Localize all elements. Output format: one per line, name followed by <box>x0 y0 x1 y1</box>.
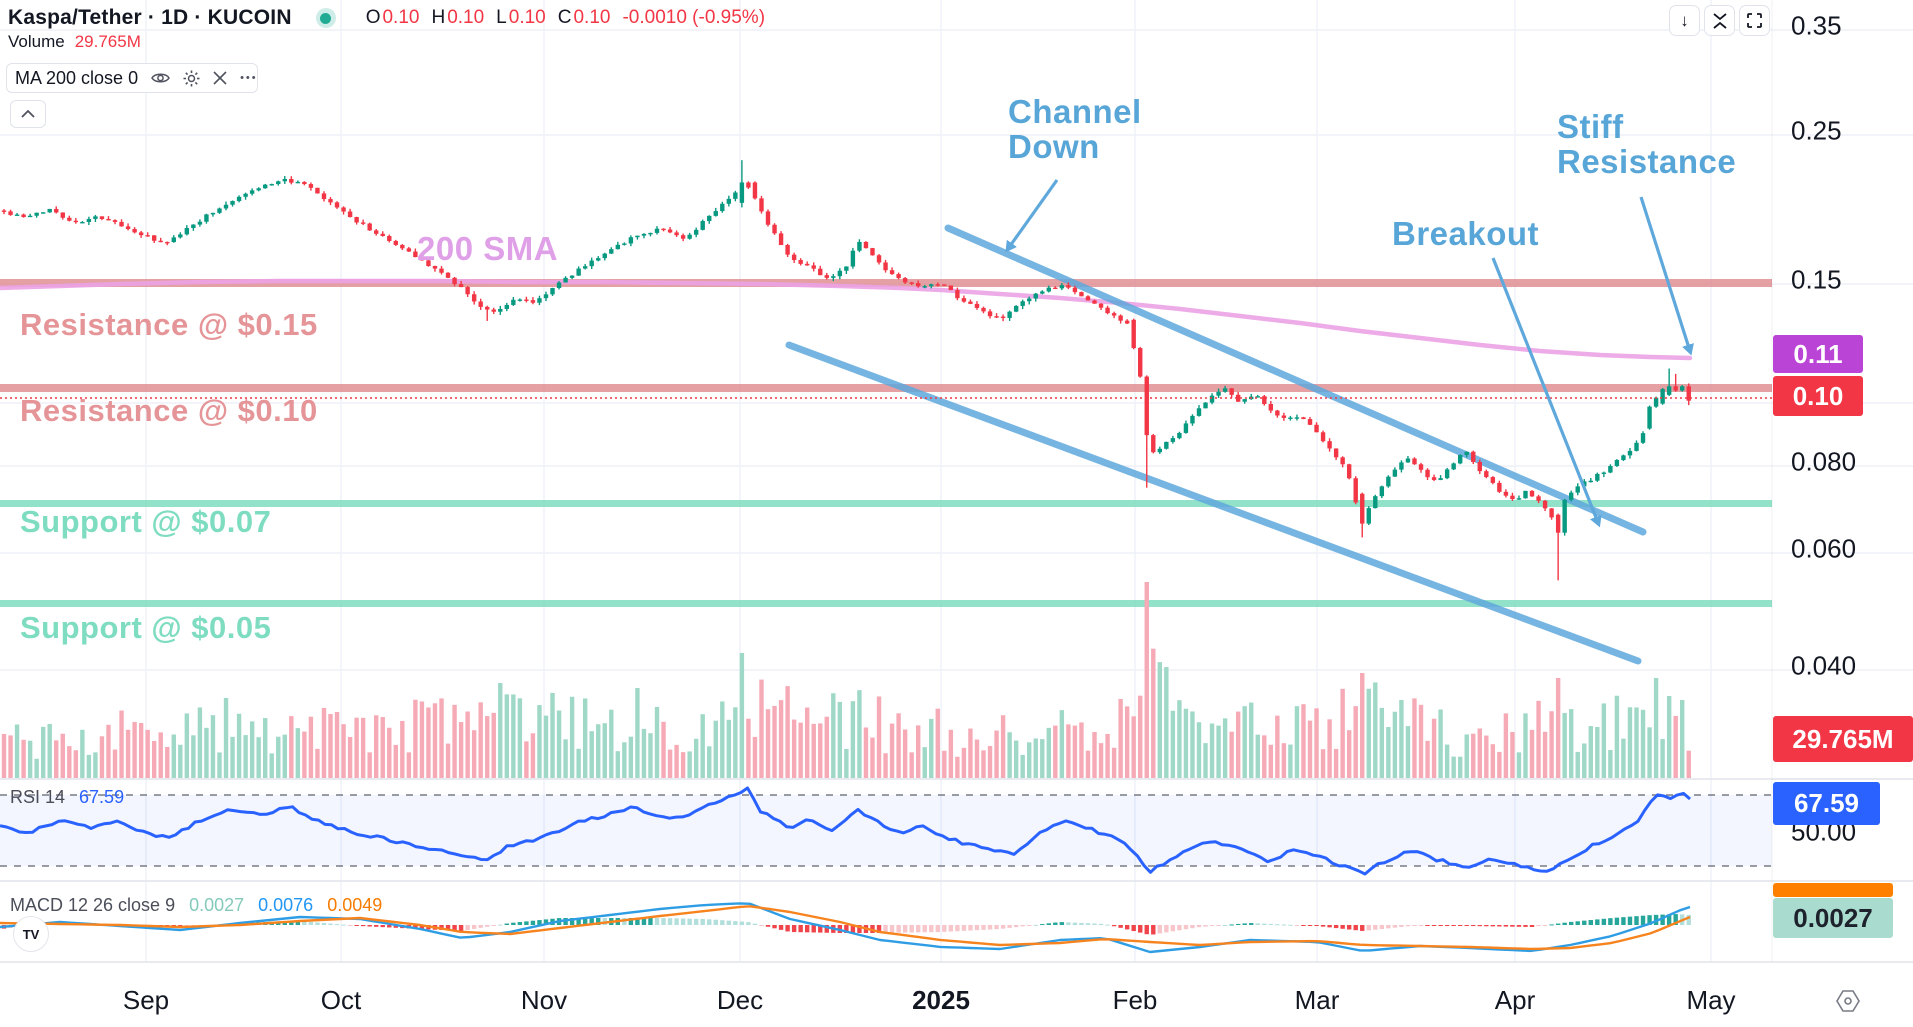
macd-hist-value: 0.0027 <box>189 895 245 915</box>
scroll-to-recent-button[interactable]: ↓ <box>1669 5 1700 36</box>
sma-200-label[interactable]: 200 SMA <box>417 230 559 267</box>
stiff-resistance-annotation[interactable]: Stiff Resistance <box>1557 108 1737 180</box>
rsi-value: 67.59 <box>79 787 125 807</box>
volume-row: Volume 29.765M <box>8 32 141 51</box>
symbol-title[interactable]: Kaspa/Tether · 1D · KUCOIN <box>8 6 292 29</box>
price-axis-label[interactable]: 0.35 <box>1791 10 1842 41</box>
collapse-legend-button[interactable] <box>10 100 46 128</box>
macd-legend[interactable]: MACD 12 26 close 9 0.0027 0.0076 0.0049 <box>10 895 382 916</box>
tradingview-logo[interactable]: TV <box>13 916 49 952</box>
time-axis-label[interactable]: Apr <box>1494 985 1536 1015</box>
maximize-pane-button[interactable] <box>1739 5 1770 36</box>
time-axis-label[interactable]: Dec <box>716 985 764 1015</box>
price-axis-label[interactable]: 0.080 <box>1791 446 1857 477</box>
time-axis-label[interactable]: Sep <box>122 985 170 1015</box>
time-axis-label[interactable]: Nov <box>520 985 568 1015</box>
gear-icon[interactable] <box>183 70 200 87</box>
volume-value-badge[interactable]: 29.765M <box>1773 716 1913 762</box>
price-axis-label[interactable]: 0.060 <box>1791 533 1857 564</box>
macd-line-value: 0.0076 <box>258 895 314 915</box>
sma-value-badge[interactable]: 0.11 <box>1773 335 1863 373</box>
ma-indicator-label: MA 200 close 0 <box>15 67 139 88</box>
close-icon[interactable] <box>213 71 227 85</box>
resistance-015-label[interactable]: Resistance @ $0.15 <box>20 307 318 342</box>
price-axis-label[interactable]: 0.15 <box>1791 264 1842 295</box>
breakout-annotation[interactable]: Breakout <box>1392 215 1540 252</box>
time-axis-label[interactable]: Oct <box>320 985 362 1015</box>
rsi-label: RSI 14 <box>10 787 66 807</box>
support-007-label[interactable]: Support @ $0.07 <box>20 504 272 539</box>
time-axis-label[interactable]: Feb <box>1112 985 1158 1015</box>
collapse-pane-button[interactable] <box>1704 5 1735 36</box>
support-005-label[interactable]: Support @ $0.05 <box>20 610 272 645</box>
ohlc-values: O 0.10 H 0.10 L 0.10 C 0.10 -0.0010 (-0.95%) <box>365 7 766 28</box>
time-axis-label[interactable]: May <box>1686 985 1736 1015</box>
macd-signal-value: 0.0049 <box>327 895 383 915</box>
eye-icon[interactable] <box>151 71 170 85</box>
resistance-010-label[interactable]: Resistance @ $0.10 <box>20 393 318 428</box>
axis-settings-icon[interactable] <box>1836 990 1860 1017</box>
more-icon[interactable]: ••• <box>240 71 258 84</box>
price-axis-label[interactable]: 0.040 <box>1791 650 1857 681</box>
channel-down-annotation[interactable]: Channel Down <box>1008 93 1142 165</box>
market-status-icon <box>315 8 336 28</box>
price-change: -0.0010 (-0.95%) <box>622 7 766 28</box>
ma-indicator-legend[interactable]: MA 200 close 0 ••• <box>6 63 258 93</box>
rsi-value-badge[interactable]: 67.59 <box>1773 782 1880 825</box>
time-axis-label[interactable]: Mar <box>1294 985 1340 1015</box>
current-price-badge[interactable]: 0.10 <box>1773 376 1863 416</box>
price-axis-label[interactable]: 0.25 <box>1791 115 1842 146</box>
time-axis-label[interactable]: 2025 <box>912 985 970 1015</box>
macd-hist-badge[interactable]: 0.0027 <box>1773 898 1893 938</box>
macd-label: MACD 12 26 close 9 <box>10 895 176 915</box>
rsi-legend[interactable]: RSI 14 67.59 <box>10 787 124 808</box>
macd-signal-badge[interactable] <box>1773 883 1893 897</box>
